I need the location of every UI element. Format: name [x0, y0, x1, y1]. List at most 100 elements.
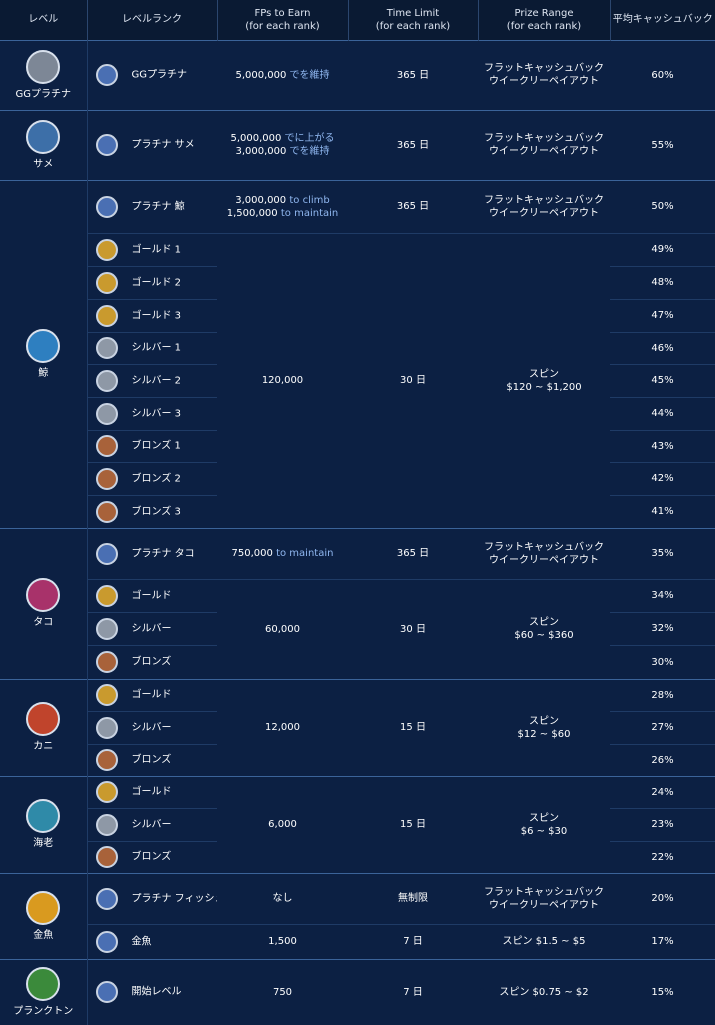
- cashback-cell: 23%: [610, 807, 715, 841]
- rank-icon: [95, 304, 118, 327]
- fps-note: でを維持: [289, 146, 330, 157]
- prize-line: フラットキャッシュバック: [484, 133, 604, 144]
- rank-name: ゴールド 3: [131, 310, 182, 321]
- level-icon: [26, 328, 61, 363]
- fps-cell: 120,000: [217, 232, 348, 528]
- fps-line: なし: [219, 892, 346, 905]
- rank-cell: 金魚: [87, 923, 217, 959]
- rank-cell: シルバー 1: [87, 331, 217, 364]
- rank-name: プラチナ 鯨: [131, 201, 185, 212]
- fps-amount: 120,000: [261, 375, 304, 386]
- prize-line: ウイークリーペイアウト: [489, 207, 599, 219]
- level-row: シルバー 32%: [0, 611, 715, 645]
- rank-icon: [95, 684, 118, 706]
- column-header: FPs to Earn (for each rank): [216, 0, 348, 40]
- cashback-cell: 20%: [610, 872, 715, 924]
- prize-line: スピン: [529, 617, 559, 628]
- rank-cell: シルバー: [87, 611, 217, 645]
- rank-cell: ゴールド 2: [87, 265, 217, 299]
- level-row: サメ プラチナ サメ 5,000,000 でに上がる 3,000,000 でを維持 36…: [0, 109, 715, 180]
- rank-cell: ブロンズ: [87, 743, 217, 776]
- level-name: カニ: [33, 741, 54, 752]
- fps-amount: 750,000: [231, 548, 273, 559]
- fps-note: でに上がる: [284, 133, 335, 144]
- level-name: 海老: [33, 838, 54, 849]
- rank-cell: ゴールド: [87, 775, 217, 808]
- time-cell: 365 日: [348, 179, 478, 233]
- level-cell: サメ: [0, 109, 88, 180]
- fps-amount: 1,500,000: [226, 207, 278, 219]
- fps-amount: 750: [272, 986, 293, 998]
- time-cell: 365 日: [348, 109, 478, 180]
- time-cell: 30 日: [348, 232, 478, 528]
- rank-name: シルバー 1: [131, 342, 182, 354]
- rank-cell: ブロンズ 3: [87, 494, 217, 528]
- level-row: シルバー 3 44%: [0, 396, 715, 430]
- level-row: ブロンズ 26%: [0, 743, 715, 776]
- level-row: ブロンズ 3 41%: [0, 494, 715, 528]
- rank-cell: ブロンズ: [87, 644, 217, 679]
- rank-name: ブロンズ: [131, 656, 172, 668]
- rank-name: ゴールド: [131, 590, 172, 601]
- fps-line: 12,000: [219, 721, 346, 734]
- rank-icon: [95, 887, 118, 910]
- prize-line: ウイークリーペイアウト: [489, 554, 599, 566]
- rank-name: シルバー 3: [131, 408, 182, 419]
- level-row: シルバー 1 46%: [0, 331, 715, 364]
- prize-line: フラットキャッシュバック: [484, 541, 604, 553]
- level-cell: 金魚: [0, 872, 88, 959]
- column-header: レベル: [0, 0, 87, 40]
- prize-line: スピン $0.75 ~ $2: [499, 986, 589, 998]
- rank-name: GGプラチナ: [131, 69, 188, 81]
- level-cell: 海老: [0, 775, 88, 873]
- prize-line: $120 ~ $1,200: [506, 381, 582, 393]
- prize-cell: フラットキャッシュバック ウイークリーペイアウト: [478, 527, 610, 579]
- rank-name: シルバー: [131, 623, 172, 634]
- level-row: カニ ゴールド 12,000 15 日スピン $12 ~ $60 28%: [0, 678, 715, 776]
- prize-line: フラットキャッシュバック: [484, 886, 604, 898]
- rank-cell: ゴールド 3: [87, 298, 217, 332]
- rank-name: 金魚: [131, 936, 152, 947]
- level-row: シルバー 23%: [0, 807, 715, 841]
- level-row: 海老 ゴールド 6,000 15 日スピン $6 ~ $30 24%: [0, 775, 715, 873]
- prize-line: スピン $1.5 ~ $5: [502, 936, 586, 947]
- level-icon: [26, 799, 61, 833]
- rank-name: シルバー: [131, 819, 172, 830]
- rank-icon: [95, 813, 118, 836]
- level-row: タコ プラチナ タコ 750,000 to maintain 365 日フラットキャッ…: [0, 527, 715, 679]
- level-name: プランクトン: [13, 1005, 74, 1017]
- cashback-cell: 41%: [610, 494, 715, 528]
- level-name: 鯨: [38, 367, 49, 379]
- rank-cell: ブロンズ: [87, 840, 217, 873]
- fps-amount: なし: [272, 893, 293, 904]
- rank-icon: [95, 337, 118, 359]
- cashback-cell: 44%: [610, 396, 715, 430]
- rank-cell: シルバー 2: [87, 363, 217, 397]
- fps-amount: 1,500: [268, 936, 297, 947]
- column-header: レベルランク: [86, 0, 217, 40]
- cashback-cell: 15%: [610, 958, 715, 1025]
- rank-name: 開始レベル: [131, 986, 182, 998]
- fps-line: 5,000,000 でに上がる: [219, 132, 346, 145]
- prize-line: スピン: [529, 812, 559, 824]
- cashback-cell: 45%: [610, 363, 715, 397]
- rank-cell: ゴールド: [87, 678, 217, 711]
- rank-icon: [95, 64, 118, 86]
- cashback-cell: 22%: [610, 840, 715, 873]
- rank-name: シルバー 2: [131, 375, 182, 386]
- time-cell: 15 日: [348, 678, 478, 776]
- time-cell: 7 日: [348, 923, 478, 959]
- rank-icon: [95, 981, 118, 1004]
- fps-amount: 60,000: [265, 623, 300, 635]
- rank-name: ゴールド 1: [131, 244, 182, 255]
- level-row: ゴールド 2 48%: [0, 265, 715, 299]
- rank-icon: [95, 716, 118, 739]
- prize-cell: スピン $0.75 ~ $2: [478, 958, 610, 1025]
- prize-line: ウイークリーペイアウト: [489, 899, 599, 911]
- level-icon: [26, 119, 61, 154]
- table-body: GGプラチナ GGプラチナ 5,000,000 でを維持 365 日フラットキャッシュ…: [0, 39, 715, 1025]
- time-cell: 7 日: [348, 958, 478, 1025]
- rank-name: ゴールド 2: [131, 277, 182, 288]
- level-row: ブロンズ 30%: [0, 644, 715, 679]
